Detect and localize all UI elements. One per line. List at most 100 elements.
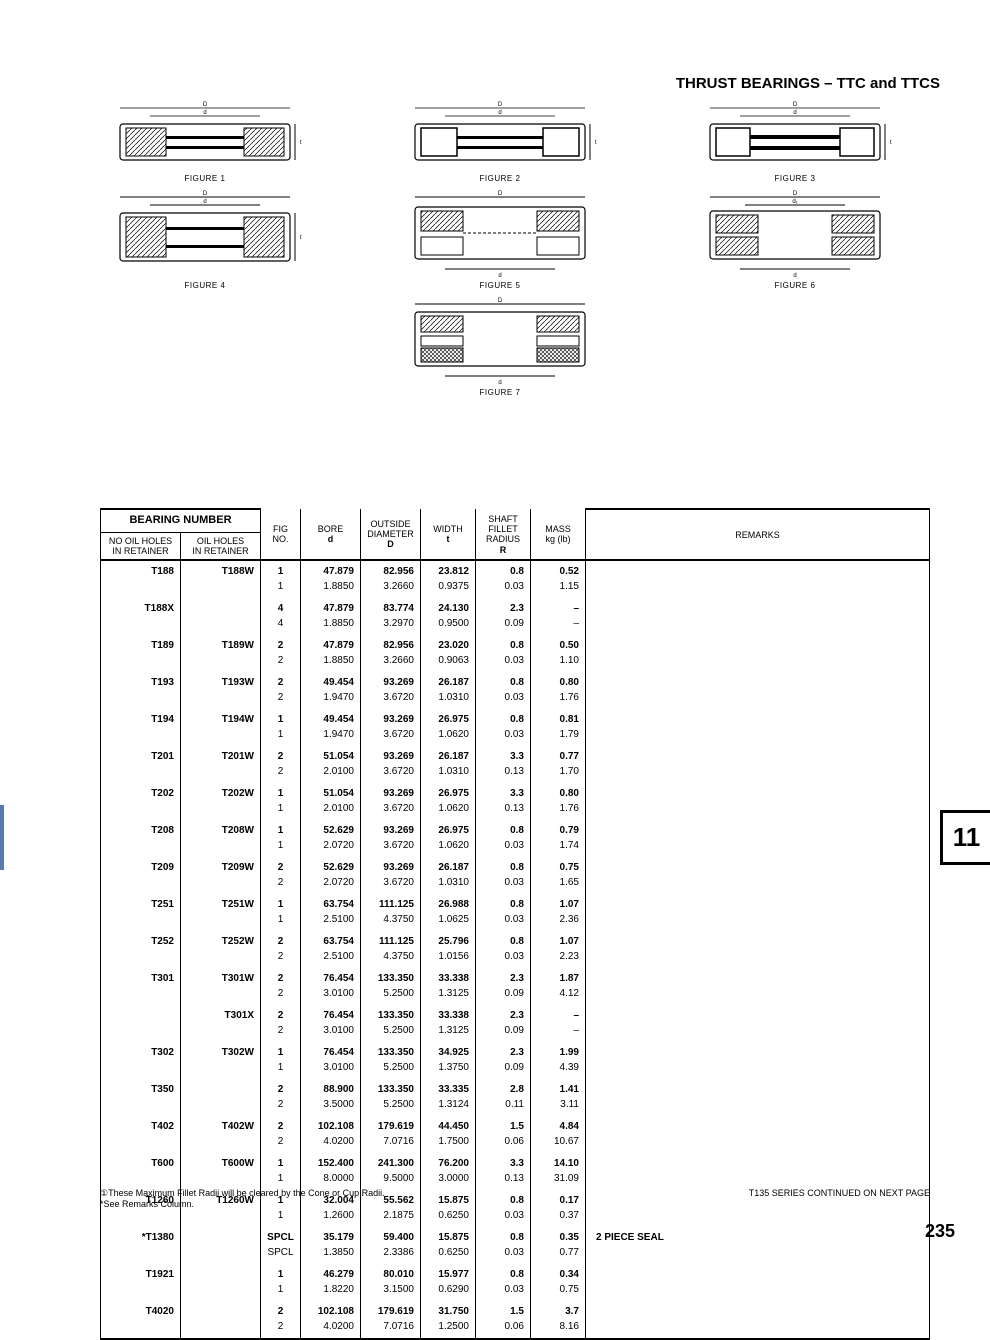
figure-5: D d FIGURE 5 — [395, 189, 605, 290]
hdr-oil: OIL HOLES IN RETAINER — [181, 532, 261, 560]
figure-7-label: FIGURE 7 — [395, 388, 605, 397]
table-row: 11.82203.15000.62900.030.75 — [101, 1283, 930, 1302]
svg-text:d: d — [498, 380, 501, 386]
svg-text:d: d — [793, 273, 796, 279]
table-body: T188T188W147.87982.95623.8120.80.5211.88… — [101, 560, 930, 1339]
table-row: *T1380SPCL35.17959.40015.8750.80.352 PIE… — [101, 1227, 930, 1246]
figure-3: D d t FIGURE 3 — [690, 100, 900, 183]
table-row: 12.01003.67201.06200.131.76 — [101, 802, 930, 821]
figure-3-svg: D d t — [690, 100, 900, 172]
bearing-table: BEARING NUMBER FIG NO. BOREd OUTSIDE DIA… — [100, 508, 930, 1340]
svg-text:d: d — [203, 199, 206, 205]
table-row: 13.01005.25001.37500.094.39 — [101, 1061, 930, 1080]
hdr-bore: BOREd — [301, 509, 361, 560]
table-row: T202T202W151.05493.26926.9753.30.80 — [101, 783, 930, 802]
svg-text:d: d — [793, 110, 796, 116]
footnote-2: *See Remarks Column. — [100, 1199, 385, 1209]
figure-7-svg: D d — [395, 296, 605, 386]
hdr-no-oil: NO OIL HOLES IN RETAINER — [101, 532, 181, 560]
table-row: T208T208W152.62993.26926.9750.80.79 — [101, 820, 930, 839]
hdr-fig: FIG NO. — [261, 509, 301, 560]
table-row: T251T251W163.754111.12526.9880.81.07 — [101, 894, 930, 913]
figure-4: D d t FIGURE 4 — [100, 189, 310, 290]
table-row: 12.51004.37501.06250.032.36 — [101, 913, 930, 932]
figure-6-svg: D d₁ d — [690, 189, 900, 279]
page-title: THRUST BEARINGS – TTC and TTCS — [676, 75, 940, 92]
svg-text:d: d — [498, 110, 501, 116]
hdr-bearing-number: BEARING NUMBER — [101, 509, 261, 532]
table-row: 24.02007.07161.75000.0610.67 — [101, 1135, 930, 1154]
table-row: 22.51004.37501.01560.032.23 — [101, 950, 930, 969]
table-row: 22.01003.67201.03100.131.70 — [101, 765, 930, 784]
table-row: T194T194W149.45493.26926.9750.80.81 — [101, 709, 930, 728]
hdr-mass: MASS kg (lb) — [531, 509, 586, 560]
hdr-remarks: REMARKS — [586, 509, 930, 560]
table-row: T201T201W251.05493.26926.1873.30.77 — [101, 746, 930, 765]
table-row: 23.50005.25001.31240.113.11 — [101, 1098, 930, 1117]
footnote-right: T135 SERIES CONTINUED ON NEXT PAGE — [749, 1188, 930, 1209]
table-row: T188X447.87983.77424.1302.3– — [101, 598, 930, 617]
hdr-radius: SHAFT FILLET RADIUSR — [476, 509, 531, 560]
table-row: T301X276.454133.35033.3382.3– — [101, 1005, 930, 1024]
svg-text:D: D — [793, 191, 798, 197]
svg-text:D: D — [498, 102, 503, 108]
svg-text:t: t — [595, 140, 597, 146]
table-row: 12.07203.67201.06200.031.74 — [101, 839, 930, 858]
table-row: 21.94703.67201.03100.031.76 — [101, 691, 930, 710]
table-row: 24.02007.07161.25000.068.16 — [101, 1320, 930, 1340]
figure-1-svg: D d t — [100, 100, 310, 172]
table-row: 23.01005.25001.31250.09– — [101, 1024, 930, 1043]
figure-7: D d FIGURE 7 — [395, 296, 605, 397]
table-row: 11.88503.26600.93750.031.15 — [101, 580, 930, 599]
svg-text:t: t — [300, 140, 302, 146]
table-row: SPCL1.38502.33860.62500.030.77 — [101, 1246, 930, 1265]
page-number: 235 — [925, 1221, 955, 1242]
svg-text:D: D — [203, 191, 208, 197]
figure-1-label: FIGURE 1 — [100, 174, 310, 183]
table-row: T301T301W276.454133.35033.3382.31.87 — [101, 968, 930, 987]
figures-grid: D d t FIGURE 1 D d t FIGURE 2 D — [100, 100, 900, 403]
table-row: T600T600W1152.400241.30076.2003.314.10 — [101, 1153, 930, 1172]
table-row: 11.26002.18750.62500.030.37 — [101, 1209, 930, 1228]
svg-text:D: D — [203, 102, 208, 108]
figure-1: D d t FIGURE 1 — [100, 100, 310, 183]
table-row: T209T209W252.62993.26926.1870.80.75 — [101, 857, 930, 876]
data-table: BEARING NUMBER FIG NO. BOREd OUTSIDE DIA… — [100, 508, 930, 1340]
table-row: 22.07203.67201.03100.031.65 — [101, 876, 930, 895]
section-tab: 11 — [940, 810, 990, 865]
figure-3-label: FIGURE 3 — [690, 174, 900, 183]
figure-5-label: FIGURE 5 — [395, 281, 605, 290]
table-row: 23.01005.25001.31250.094.12 — [101, 987, 930, 1006]
table-row: 11.94703.67201.06200.031.79 — [101, 728, 930, 747]
left-accent-bar — [0, 805, 4, 870]
svg-text:d: d — [203, 110, 206, 116]
table-row: T40202102.108179.61931.7501.53.7 — [101, 1301, 930, 1320]
figure-4-svg: D d t — [100, 189, 310, 279]
svg-text:D: D — [498, 298, 503, 304]
table-row: T188T188W147.87982.95623.8120.80.52 — [101, 560, 930, 580]
table-row: T302T302W176.454133.35034.9252.31.99 — [101, 1042, 930, 1061]
table-row: 41.88503.29700.95000.09– — [101, 617, 930, 636]
svg-text:t: t — [300, 235, 302, 241]
svg-text:t: t — [890, 140, 892, 146]
figure-4-label: FIGURE 4 — [100, 281, 310, 290]
figure-2-svg: D d t — [395, 100, 605, 172]
table-row: T1921146.27980.01015.9770.80.34 — [101, 1264, 930, 1283]
figure-6: D d₁ d FIGURE 6 — [690, 189, 900, 290]
table-row: T252T252W263.754111.12525.7960.81.07 — [101, 931, 930, 950]
table-row: T189T189W247.87982.95623.0200.80.50 — [101, 635, 930, 654]
svg-text:d₁: d₁ — [792, 199, 797, 205]
svg-text:D: D — [793, 102, 798, 108]
figure-5-svg: D d — [395, 189, 605, 279]
footnotes: ①These Maximum Fillet Radii will be clea… — [100, 1188, 930, 1209]
table-row: 21.88503.26600.90630.031.10 — [101, 654, 930, 673]
table-row: T193T193W249.45493.26926.1870.80.80 — [101, 672, 930, 691]
hdr-width: WIDTHt — [421, 509, 476, 560]
figure-2: D d t FIGURE 2 — [395, 100, 605, 183]
svg-text:d: d — [498, 273, 501, 279]
table-row: T350288.900133.35033.3352.81.41 — [101, 1079, 930, 1098]
table-row: T402T402W2102.108179.61944.4501.54.84 — [101, 1116, 930, 1135]
figure-2-label: FIGURE 2 — [395, 174, 605, 183]
figure-6-label: FIGURE 6 — [690, 281, 900, 290]
hdr-od: OUTSIDE DIAMETERD — [361, 509, 421, 560]
